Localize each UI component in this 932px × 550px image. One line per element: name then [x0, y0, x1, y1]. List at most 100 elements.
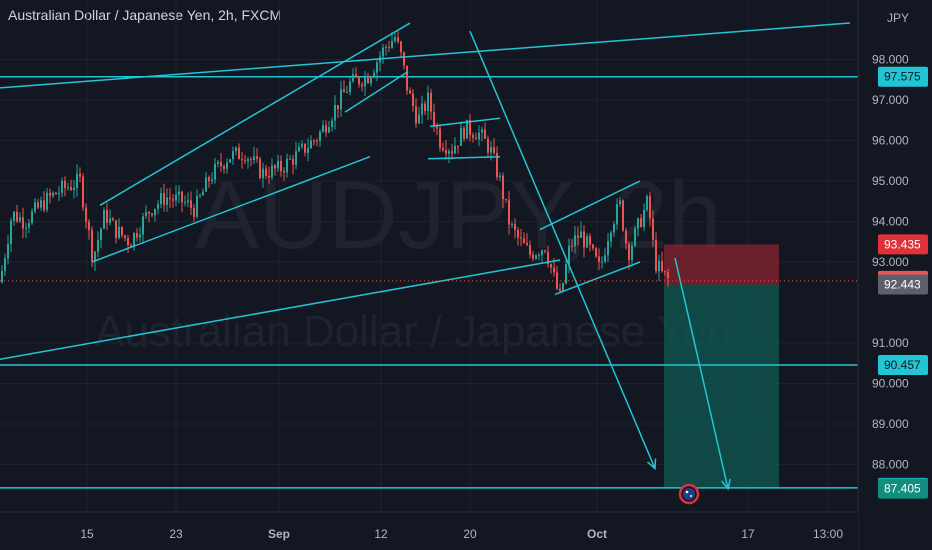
- candle-body: [406, 65, 408, 91]
- candle-body: [277, 160, 279, 169]
- candle-body: [199, 195, 201, 197]
- trend-line: [427, 155, 501, 160]
- candle-body: [448, 151, 450, 154]
- candle-body: [232, 151, 234, 160]
- projection-arrows[interactable]: [469, 30, 731, 491]
- candle-body: [217, 161, 219, 164]
- trend-line: [429, 117, 501, 128]
- candle-body: [550, 264, 552, 268]
- candle-body: [310, 140, 312, 149]
- candle-body: [31, 211, 33, 224]
- candle-body: [640, 218, 642, 227]
- candle-body: [79, 173, 81, 177]
- candle-body: [4, 258, 6, 271]
- candle-body: [268, 176, 270, 178]
- candle-body: [652, 218, 654, 240]
- candle-body: [94, 251, 96, 262]
- candle-body: [355, 74, 357, 78]
- candle-body: [433, 111, 435, 127]
- candle-body: [106, 209, 108, 223]
- time-tick: 23: [169, 527, 183, 541]
- candle-body: [298, 146, 300, 152]
- trend-line: [91, 155, 371, 263]
- trend-line: [554, 261, 641, 296]
- candle-body: [262, 168, 264, 179]
- trend-lines[interactable]: [0, 22, 851, 360]
- candle-body: [517, 229, 519, 238]
- candle-body: [655, 239, 657, 272]
- candle-body: [55, 192, 57, 195]
- candle-body: [265, 168, 267, 177]
- candle-body: [487, 138, 489, 153]
- candle-body: [115, 220, 117, 239]
- candle-body: [157, 203, 159, 209]
- candle-body: [304, 143, 306, 153]
- candle-body: [463, 127, 465, 139]
- candle-body: [22, 217, 24, 229]
- candle-body: [166, 197, 168, 205]
- trend-line: [0, 259, 561, 360]
- candle-body: [583, 231, 585, 248]
- watermark: AUDJPY, 2h Australian Dollar / Japanese …: [95, 162, 731, 356]
- candle-body: [118, 226, 120, 239]
- candle-body: [370, 77, 372, 84]
- candle-body: [133, 233, 135, 247]
- candle-body: [535, 255, 537, 259]
- candle-body: [574, 235, 576, 247]
- candle-body: [169, 197, 171, 200]
- candle-body: [388, 46, 390, 48]
- candle-body: [427, 92, 429, 112]
- position-tool[interactable]: [664, 244, 779, 489]
- au-flag-icon: [683, 488, 695, 500]
- candle-body: [523, 238, 525, 244]
- candle-body: [190, 200, 192, 208]
- trend-line: [539, 180, 641, 231]
- candle-body: [289, 158, 291, 160]
- candle-body: [367, 76, 369, 84]
- candle-body: [469, 119, 471, 135]
- au-flag-marker[interactable]: [678, 483, 700, 505]
- candle-body: [493, 147, 495, 154]
- candle-body: [547, 251, 549, 265]
- candle-body: [424, 103, 426, 112]
- price-label-badge: [878, 274, 928, 295]
- candle-body: [307, 148, 309, 153]
- candle-body: [193, 207, 195, 217]
- candle-body: [421, 103, 423, 115]
- price-axis[interactable]: JPY 98.000 97.000 96.000 95.000 94.000 93.000 9…: [857, 0, 932, 550]
- candle-body: [145, 211, 147, 217]
- price-tick: 93.000: [872, 255, 909, 269]
- candle-body: [532, 254, 534, 259]
- candle-body: [565, 264, 567, 283]
- candle-body: [283, 171, 285, 173]
- time-tick: 17: [741, 527, 755, 541]
- time-tick: 13:00: [813, 527, 843, 541]
- candle-body: [592, 244, 594, 249]
- candle-body: [625, 230, 627, 244]
- candle-body: [667, 272, 669, 278]
- candle-body: [391, 40, 393, 48]
- candle-body: [481, 129, 483, 133]
- candle-body: [352, 74, 354, 82]
- candle-body: [349, 81, 351, 93]
- candle-body: [235, 147, 237, 152]
- candle-body: [97, 240, 99, 252]
- time-tick: 15: [80, 527, 94, 541]
- candle-body: [109, 218, 111, 223]
- time-axis[interactable]: 15 23 Sep 12 20 Oct 17 13:00: [0, 511, 858, 550]
- au-flag-star: [685, 490, 689, 494]
- candle-body: [619, 200, 621, 205]
- price-label-badge: [878, 234, 928, 255]
- candle-body: [607, 241, 609, 256]
- time-tick: Oct: [587, 527, 607, 541]
- stop-loss-zone: [664, 244, 779, 285]
- trend-line: [344, 71, 409, 113]
- price-tick: 97.000: [872, 93, 909, 107]
- candle-body: [499, 175, 501, 178]
- price-label-badge: [878, 66, 928, 87]
- candle-body: [412, 93, 414, 107]
- candle-body: [415, 106, 417, 124]
- candle-body: [223, 166, 225, 169]
